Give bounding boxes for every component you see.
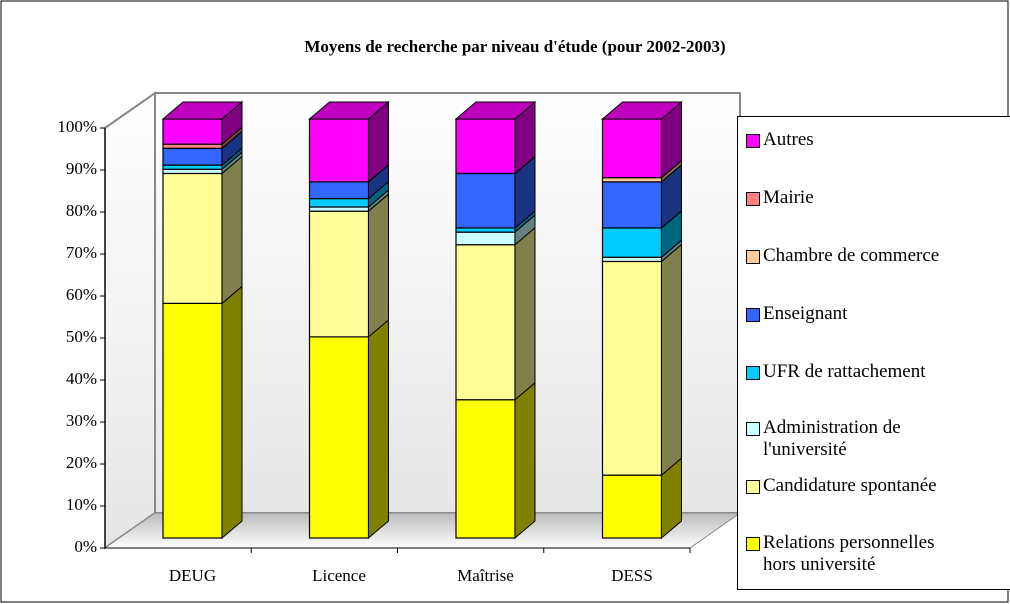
bar-segment — [455, 172, 516, 229]
legend-label: Candidature spontanée — [763, 475, 937, 496]
legend-item: Relations personnelles hors université — [746, 532, 1006, 576]
bar-segment — [601, 118, 663, 179]
bar-segment — [308, 198, 370, 208]
chart-title: Moyens de recherche par niveau d'étude (… — [304, 37, 725, 56]
legend-label: Autres — [763, 129, 814, 150]
y-tick-label: 80% — [66, 201, 97, 220]
legend-label: Chambre de commerce — [763, 245, 940, 266]
x-tick-label: DESS — [611, 566, 653, 585]
bar-top — [308, 101, 390, 120]
bar-segment — [162, 164, 223, 170]
bar-segment — [601, 227, 663, 258]
y-tick-label: 100% — [57, 117, 97, 136]
bar-side — [368, 193, 389, 338]
bar-top — [454, 101, 537, 120]
legend-item: Autres — [746, 129, 1006, 151]
bar-segment — [601, 260, 663, 476]
bar-segment — [162, 118, 223, 145]
x-tick-label: Maîtrise — [457, 566, 514, 585]
legend-swatch — [746, 250, 760, 264]
legend: Autres Mairie Chambre de commerce Enseignan… — [737, 116, 1010, 590]
y-tick-label: 60% — [66, 285, 97, 304]
bar-segment — [455, 227, 516, 233]
bar-segment — [455, 231, 516, 246]
bar-side — [514, 226, 536, 401]
legend-swatch — [746, 480, 760, 494]
legend-item: Mairie — [746, 187, 1006, 209]
x-tick-label: DEUG — [169, 566, 216, 585]
bar-side — [661, 243, 682, 477]
bar-segment — [308, 206, 370, 212]
y-tick-label: 70% — [66, 243, 97, 262]
y-tick-label: 20% — [66, 453, 97, 472]
legend-label: Administration de l'université — [763, 417, 901, 460]
bar-segment — [308, 336, 370, 539]
bar-side — [368, 318, 389, 540]
bar-side — [221, 285, 243, 540]
bar-segment — [308, 210, 370, 338]
bar-top — [601, 101, 683, 120]
bar-segment — [162, 147, 223, 166]
y-tick-label: 50% — [66, 327, 97, 346]
bar-segment — [162, 302, 223, 539]
y-tick-label: 0% — [74, 537, 97, 556]
bar-segment — [601, 181, 663, 229]
y-tick-label: 90% — [66, 159, 97, 178]
bar-segment — [455, 399, 516, 539]
legend-item: Administration de l'université — [746, 417, 1006, 461]
bar-segment — [308, 181, 370, 200]
legend-label: Mairie — [763, 187, 814, 208]
bar-side — [514, 381, 536, 540]
y-tick-label: 40% — [66, 369, 97, 388]
y-tick-label: 30% — [66, 411, 97, 430]
legend-swatch — [746, 134, 760, 148]
legend-item: Enseignant — [746, 303, 1006, 325]
bar-segment — [162, 143, 223, 149]
legend-swatch — [746, 366, 760, 380]
legend-swatch — [746, 192, 760, 206]
bar-side — [221, 155, 243, 305]
legend-swatch — [746, 537, 760, 551]
legend-swatch — [746, 308, 760, 322]
side-wall — [104, 91, 156, 550]
bar-segment — [455, 244, 516, 401]
legend-label: UFR de rattachement — [763, 361, 926, 382]
bar-segment — [308, 118, 370, 183]
y-tick-label: 10% — [66, 495, 97, 514]
bar-segment — [162, 168, 223, 175]
bar-segment — [601, 256, 663, 263]
bar-segment — [601, 177, 663, 183]
bar-segment — [455, 118, 516, 175]
legend-swatch — [746, 422, 760, 436]
legend-item: Chambre de commerce — [746, 245, 1006, 267]
x-tick-label: Licence — [312, 566, 366, 585]
bar-segment — [601, 474, 663, 539]
legend-item: UFR de rattachement — [746, 361, 1006, 383]
bar-segment — [162, 172, 223, 304]
legend-label: Enseignant — [763, 303, 848, 324]
legend-label: Relations personnelles hors université — [763, 532, 935, 575]
bar-top — [161, 101, 244, 120]
legend-item: Candidature spontanée — [746, 475, 1006, 497]
